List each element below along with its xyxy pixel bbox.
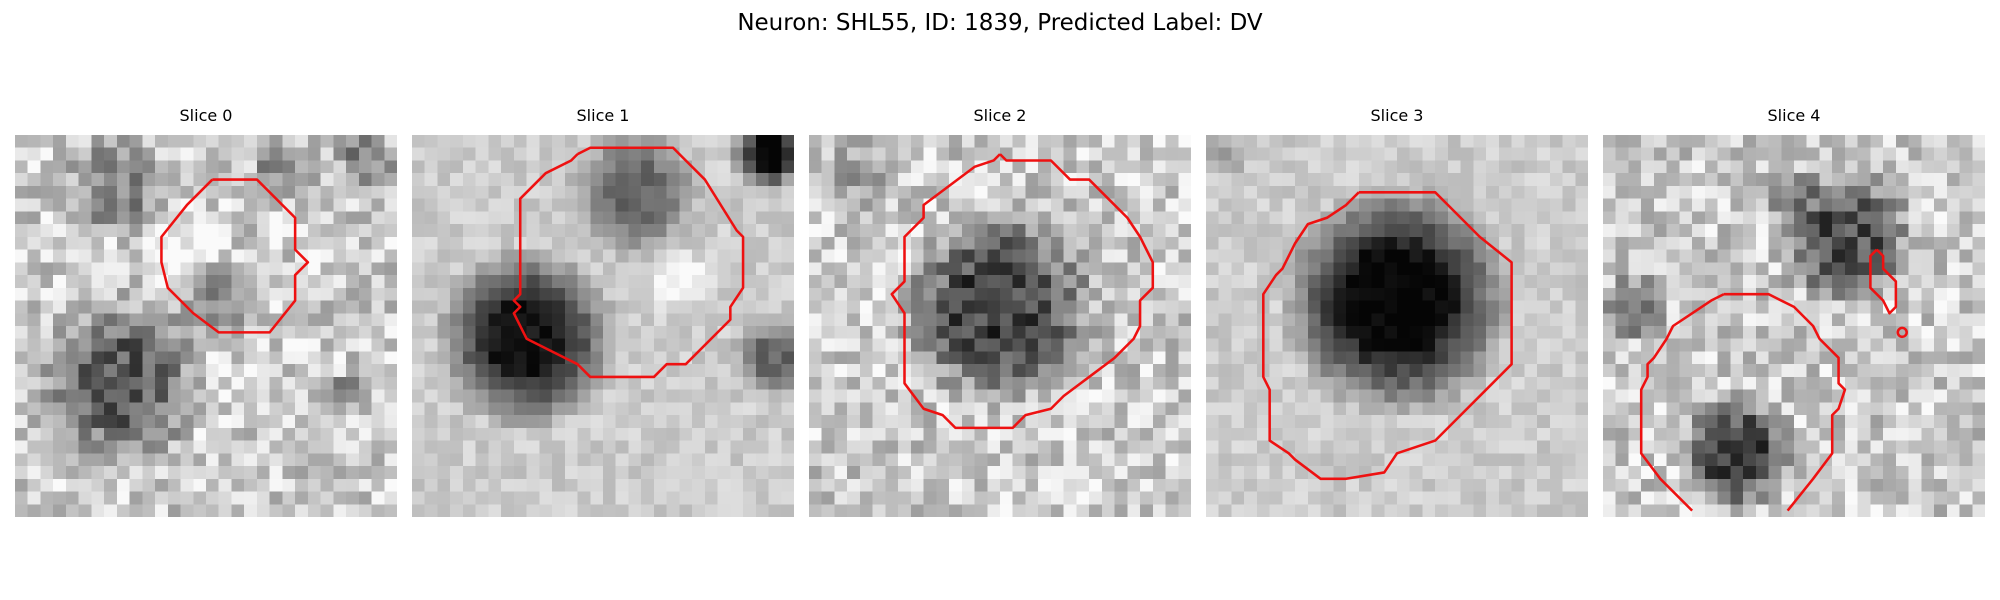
- slice-title: Slice 3: [1370, 106, 1424, 125]
- pixel-grid: [1206, 135, 1588, 517]
- figure-title: Neuron: SHL55, ID: 1839, Predicted Label…: [737, 10, 1263, 36]
- roi-contour: [160, 178, 310, 334]
- slice-panel-4: Slice 4: [1603, 105, 1985, 522]
- slice-title: Slice 4: [1767, 106, 1821, 125]
- slice-image-4: [1603, 135, 1985, 517]
- roi-point: [1896, 326, 1908, 339]
- roi-contour: [1869, 248, 1898, 315]
- slice-image-3: [1206, 135, 1588, 517]
- roi-contour: [512, 146, 745, 379]
- roi-contour: [1723, 292, 1847, 512]
- slice-title: Slice 2: [973, 106, 1027, 125]
- roi-contour: [890, 153, 1155, 430]
- roi-contour: [1262, 191, 1513, 481]
- pixel-grid: [809, 135, 1191, 517]
- slice-panel-2: Slice 2: [809, 105, 1191, 522]
- pixel-grid: [412, 135, 794, 517]
- slice-image-2: [809, 135, 1191, 517]
- slice-panel-0: Slice 0: [15, 105, 397, 522]
- pixel-grid: [1603, 135, 1985, 517]
- roi-contour: [1639, 293, 1725, 512]
- slice-image-0: [15, 135, 397, 517]
- slice-image-1: [412, 135, 794, 517]
- slice-panel-1: Slice 1: [412, 105, 794, 522]
- pixel-grid: [15, 135, 397, 517]
- slice-title: Slice 0: [179, 106, 233, 125]
- slice-panel-3: Slice 3: [1206, 105, 1588, 522]
- slice-title: Slice 1: [576, 106, 630, 125]
